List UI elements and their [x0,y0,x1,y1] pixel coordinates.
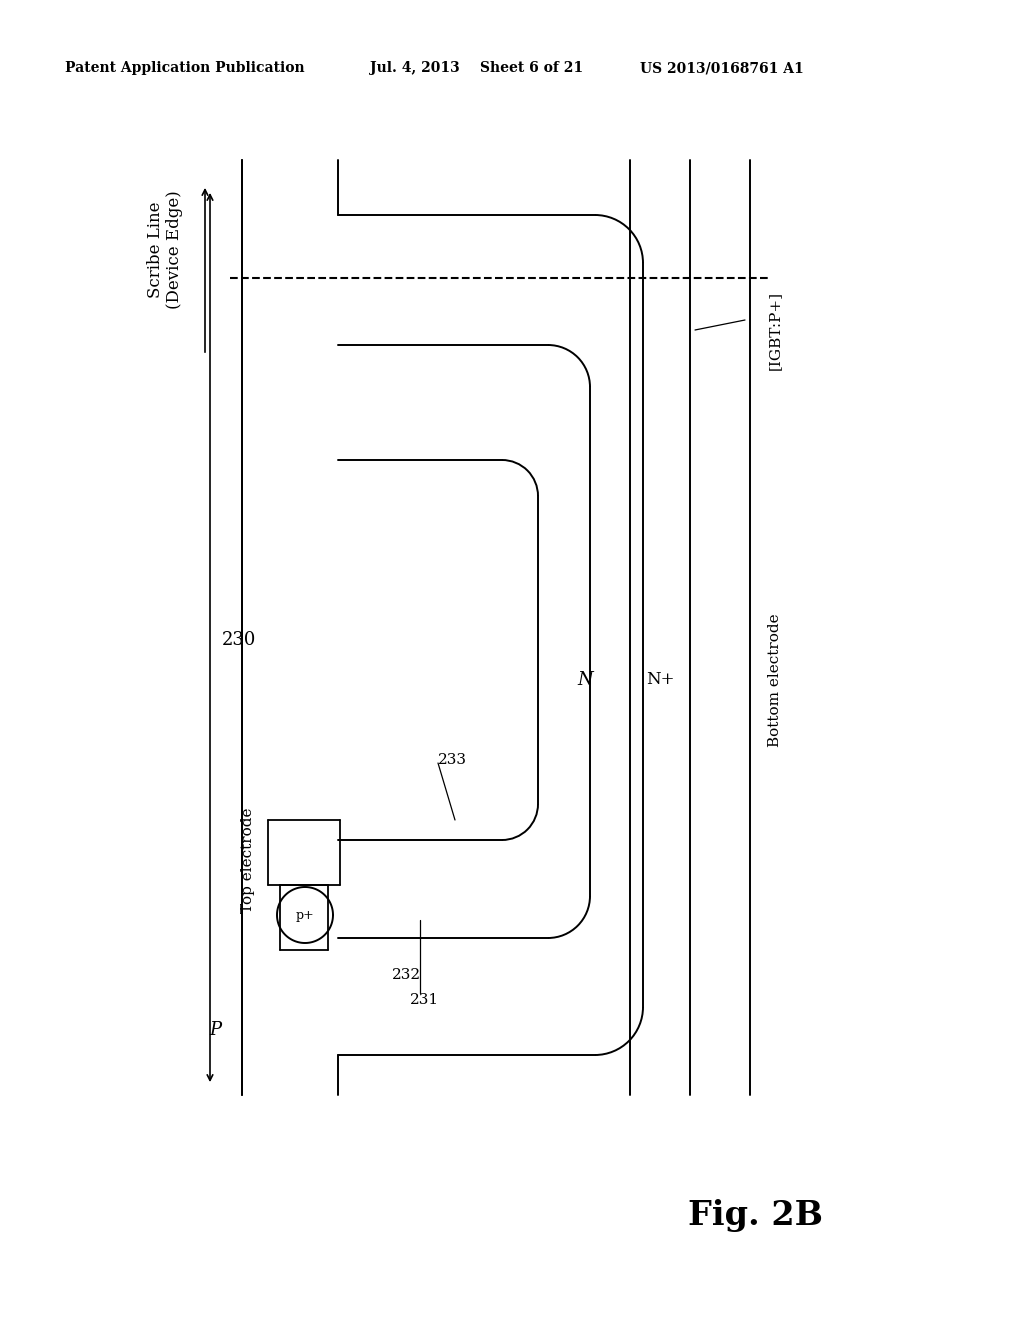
Text: P: P [209,1020,221,1039]
Text: Patent Application Publication: Patent Application Publication [65,61,304,75]
Text: Fig. 2B: Fig. 2B [687,1199,822,1232]
Text: 233: 233 [438,752,467,767]
Text: 232: 232 [392,968,421,982]
Text: Sheet 6 of 21: Sheet 6 of 21 [480,61,583,75]
Text: Scribe Line
(Device Edge): Scribe Line (Device Edge) [146,190,183,309]
Text: [IGBT:P+]: [IGBT:P+] [768,290,782,370]
Text: p+: p+ [296,908,314,921]
Text: US 2013/0168761 A1: US 2013/0168761 A1 [640,61,804,75]
Text: N: N [578,671,593,689]
Text: Top electrode: Top electrode [241,808,255,912]
Text: N+: N+ [646,672,674,689]
Text: Jul. 4, 2013: Jul. 4, 2013 [370,61,460,75]
Text: Bottom electrode: Bottom electrode [768,614,782,747]
Text: 230: 230 [222,631,256,649]
Text: 231: 231 [410,993,439,1007]
